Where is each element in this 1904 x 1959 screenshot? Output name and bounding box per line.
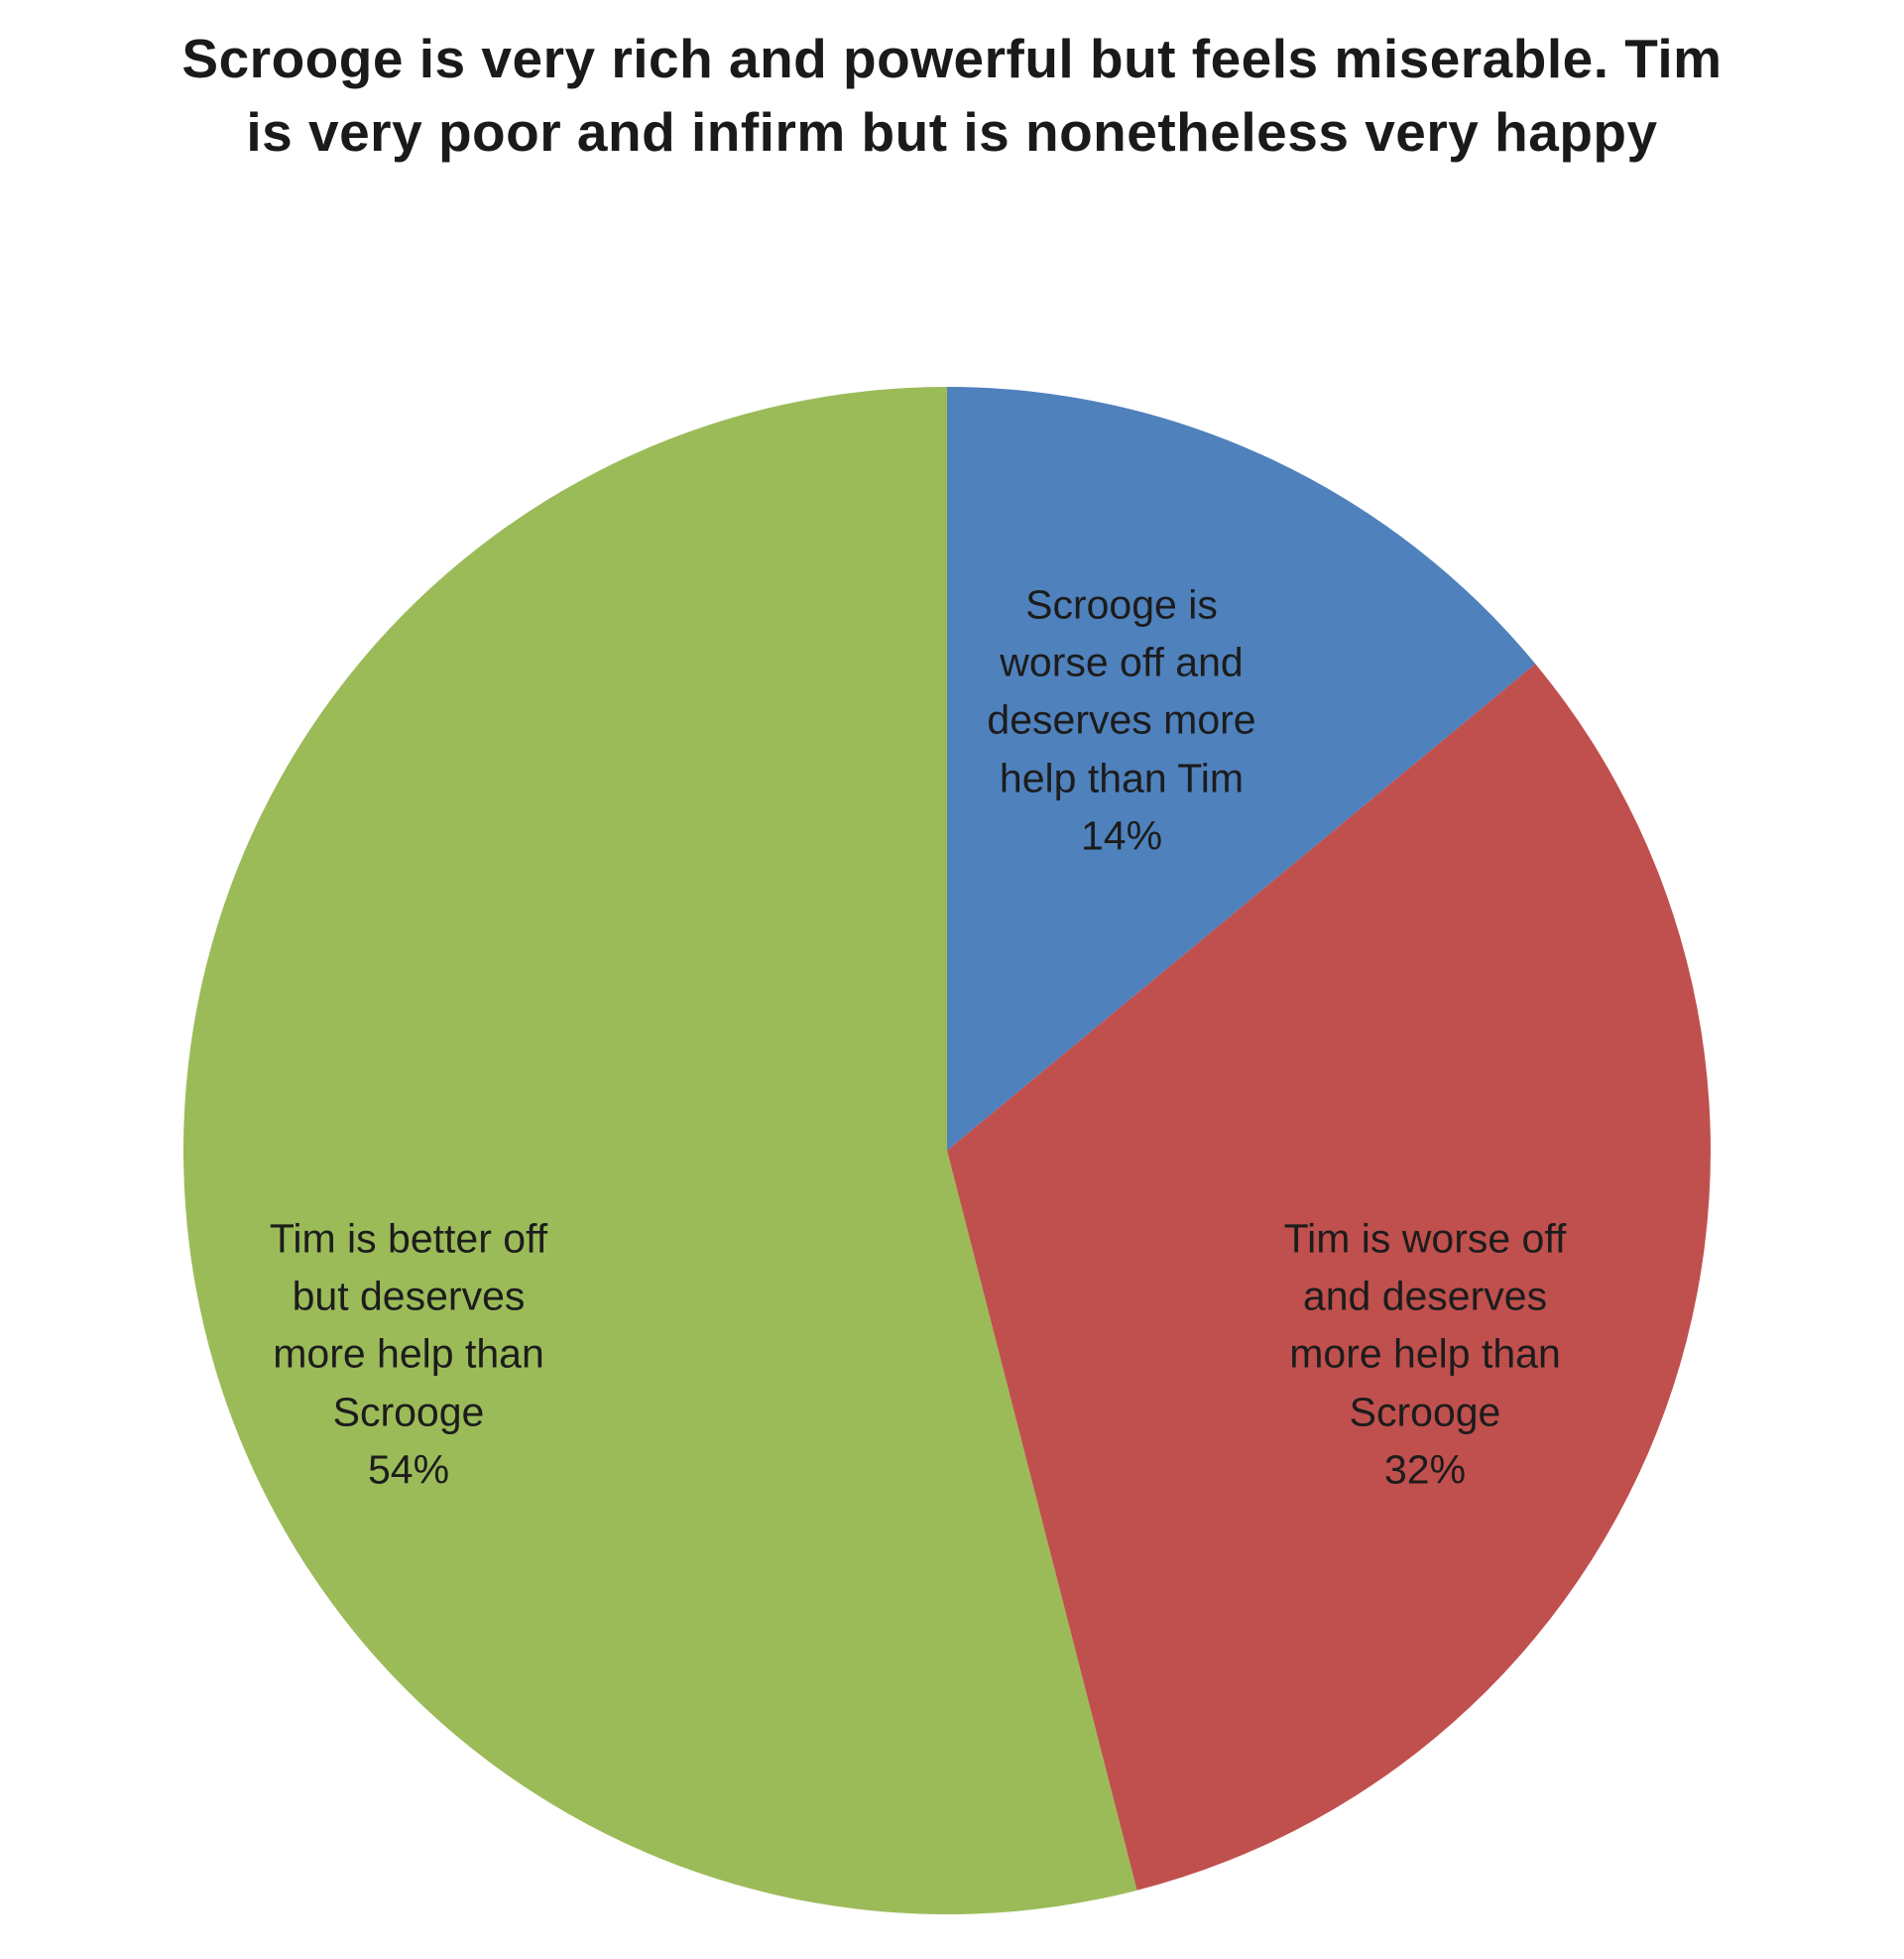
- pie-slice-2: [182, 387, 1137, 1915]
- pie-slice-1: [947, 664, 1711, 1891]
- chart-title: Scrooge is very rich and powerful but fe…: [181, 28, 1723, 164]
- pie-slice-0: [947, 387, 1536, 1151]
